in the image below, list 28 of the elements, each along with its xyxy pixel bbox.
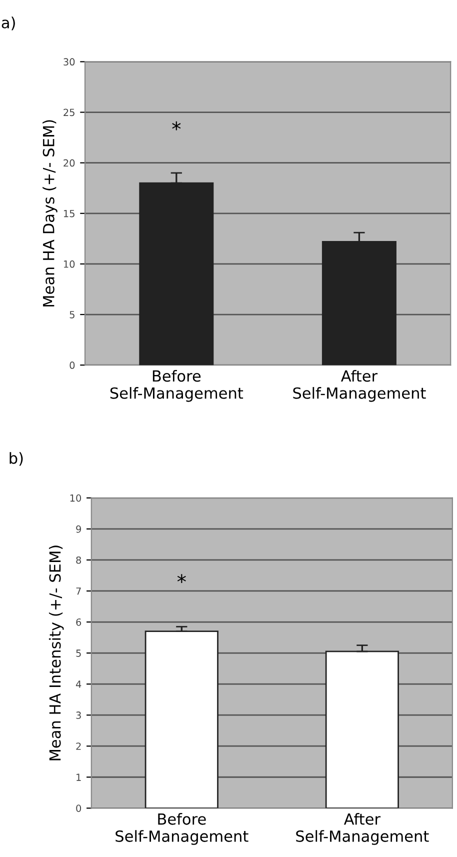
y-tick-label: 4 [76, 680, 82, 688]
annotation: * [172, 121, 181, 130]
y-tick-label: 10 [70, 494, 82, 502]
y-tick-label: 10 [64, 260, 75, 268]
chart-title: a) [2, 16, 15, 30]
annotation: * [177, 574, 186, 584]
y-tick-label: 3 [76, 712, 81, 719]
x-tick-label: After Self-Management [293, 370, 426, 402]
y-tick-label: 15 [64, 210, 74, 218]
y-axis-title: Mean HA Intensity (+/- SEM) [48, 546, 64, 760]
y-tick-label: 7 [76, 588, 81, 595]
y-tick-label: 25 [64, 108, 74, 116]
y-tick-label: 2 [76, 742, 81, 750]
y-tick-label: 20 [64, 159, 75, 167]
y-tick-label: 5 [70, 311, 74, 318]
y-tick-label: 0 [76, 804, 82, 812]
y-tick-label: 30 [64, 58, 75, 66]
y-tick-label: 9 [76, 525, 81, 533]
x-tick-label: Before Self-Management [110, 370, 244, 402]
x-tick-label: Before Self-Management [116, 813, 248, 845]
y-tick-label: 8 [76, 556, 82, 564]
y-tick-label: 1 [76, 774, 81, 781]
y-tick-label: 6 [76, 618, 82, 626]
y-tick-label: 0 [70, 362, 75, 369]
x-tick-label: After Self-Management [296, 813, 429, 845]
y-tick-label: 5 [76, 650, 81, 657]
chart-title: b) [10, 452, 23, 466]
y-axis-title: Mean HA Days (+/- SEM) [42, 120, 58, 306]
